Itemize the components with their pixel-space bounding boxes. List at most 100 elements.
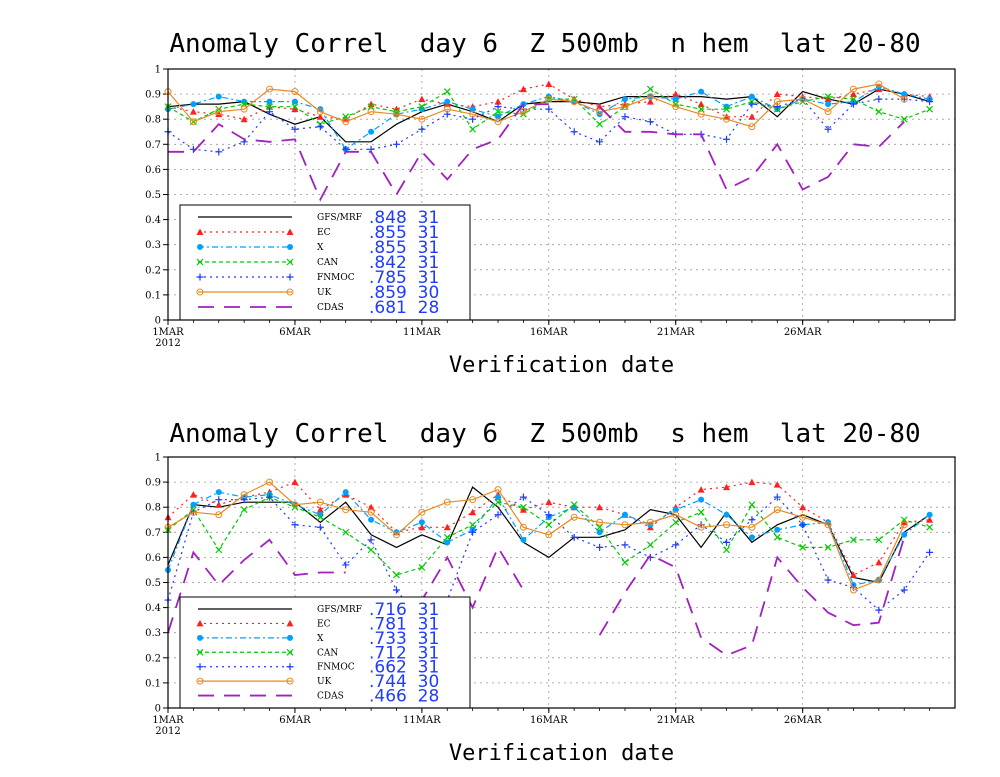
legend-label: X (317, 243, 324, 253)
data-point (900, 95, 908, 103)
legend-marker (197, 244, 203, 250)
data-point (368, 128, 375, 135)
legend-score: .712 31 (369, 643, 439, 663)
legend-score: .733 31 (369, 629, 439, 649)
y-tick-label: 0.9 (145, 478, 161, 489)
data-point (469, 106, 476, 113)
legend-marker (286, 619, 294, 627)
legend-score: .466 28 (369, 687, 439, 707)
data-point (875, 95, 883, 103)
data-point (545, 531, 553, 539)
data-point (189, 508, 197, 516)
data-point (291, 521, 299, 529)
data-point (875, 108, 883, 116)
data-point (519, 506, 527, 513)
data-point (926, 98, 934, 106)
data-point (392, 586, 400, 594)
data-point (621, 96, 628, 103)
legend-marker (286, 258, 294, 266)
series-line (167, 83, 905, 128)
legend-marker (286, 648, 294, 656)
data-point (215, 108, 223, 116)
legend-marker (196, 288, 204, 296)
data-point (824, 543, 832, 551)
data-point (849, 586, 857, 594)
data-point (418, 115, 426, 123)
data-point (799, 513, 807, 521)
series-uk (164, 80, 908, 131)
data-point (900, 115, 908, 123)
data-point (495, 113, 502, 120)
data-point (392, 110, 400, 118)
data-point (291, 88, 299, 96)
legend-score: .785 31 (369, 268, 439, 288)
y-tick-label: 0.4 (145, 603, 161, 614)
data-point (875, 558, 883, 566)
x-tick-label: 26MAR (784, 327, 822, 338)
data-point (190, 501, 197, 508)
data-point (748, 100, 756, 108)
data-point (596, 108, 604, 116)
data-point (469, 110, 477, 118)
data-point (901, 91, 908, 98)
data-point (189, 118, 197, 126)
data-point (773, 493, 781, 501)
data-point (850, 536, 857, 544)
y-tick-label: 1 (155, 65, 161, 76)
data-point (621, 541, 629, 549)
data-point (291, 98, 298, 105)
y-tick-label: 0.1 (145, 678, 161, 689)
data-point (494, 98, 502, 105)
legend-label: EC (317, 619, 331, 629)
data-point (672, 506, 679, 513)
series-line (167, 481, 905, 591)
data-point (570, 533, 578, 541)
x-tick-label: 11MAR (403, 327, 441, 338)
data-point (621, 511, 628, 518)
data-point (469, 521, 477, 529)
data-point (418, 125, 426, 133)
data-point (748, 478, 756, 486)
data-point (723, 105, 730, 113)
data-point (926, 516, 934, 523)
data-point (418, 95, 426, 103)
y-tick-label: 0.5 (145, 190, 161, 201)
data-point (418, 519, 425, 526)
legend-marker (286, 663, 294, 671)
data-point (570, 513, 578, 521)
data-point (367, 108, 375, 116)
data-point (368, 516, 375, 523)
data-point (418, 103, 426, 111)
data-point (545, 105, 553, 113)
data-point (240, 100, 248, 108)
plot-frame (167, 68, 956, 321)
data-point (494, 498, 502, 506)
data-point (849, 100, 857, 108)
data-point (570, 98, 578, 106)
legend-score: .842 31 (369, 253, 439, 273)
series-uk (164, 478, 908, 594)
data-point (824, 576, 832, 584)
data-point (367, 536, 375, 544)
data-point (443, 533, 451, 541)
data-point (698, 496, 705, 503)
series-line (598, 537, 906, 657)
legend-score: .681 28 (369, 298, 439, 318)
chart-title: Anomaly Correl day 6 Z 500mb n hem lat 2… (169, 29, 920, 59)
data-point (824, 95, 832, 103)
y-tick-label: 0.9 (145, 90, 161, 101)
data-point (291, 105, 299, 113)
legend-label: CAN (317, 258, 338, 268)
data-point (443, 105, 451, 113)
data-point (469, 528, 477, 536)
data-point (672, 96, 679, 103)
data-point (596, 120, 604, 128)
data-point (825, 101, 832, 108)
legend-label: FNMOC (317, 273, 355, 283)
data-point (748, 113, 756, 120)
data-point (519, 523, 527, 531)
data-point (774, 526, 781, 533)
data-point (748, 523, 756, 531)
legend-label: UK (317, 677, 332, 687)
x-axis-label: Verification date (449, 353, 674, 378)
